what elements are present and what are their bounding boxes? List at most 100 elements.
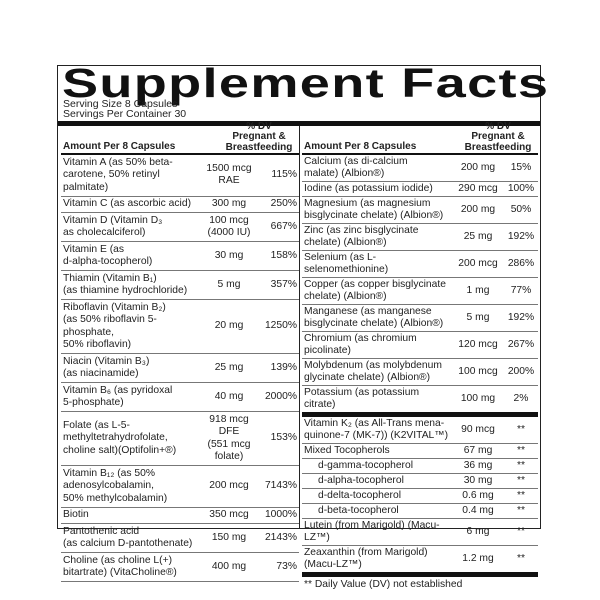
nutrient-row: Vitamin E (as d-alpha-tocopherol) 30 mg 15… (61, 242, 299, 271)
nutrient-row: Potassium (as potassium citrate) 100 mg 2% (302, 386, 538, 412)
nutrient-amount: 100 mg (460, 393, 496, 404)
nutrient-name: Selenium (as L-selenomethionine) (304, 252, 389, 275)
nutrient-row: Mixed Tocopherols 67 mg ** (302, 444, 538, 459)
nutrient-dv: ** (516, 526, 525, 537)
divider-bar (302, 572, 538, 577)
nutrient-name: Molybdenum (as molybdenum glycinate chel… (304, 360, 442, 383)
nutrient-row: Molybdenum (as molybdenum glycinate chel… (302, 359, 538, 386)
nutrient-row: Pantothenic acid (as calcium D-pantothen… (61, 524, 299, 553)
nutrient-amount: 200 mg (460, 162, 496, 173)
panel-title: Supplement Facts (62, 60, 550, 106)
nutrient-amount: 30 mg (214, 249, 244, 261)
nutrient-amount: 1500 mcg RAE (206, 162, 252, 187)
serving-size: Serving Size 8 Capsules (63, 98, 178, 110)
supplement-facts-panel: Supplement Facts Serving Size 8 Capsules… (57, 60, 548, 590)
nutrient-dv: 192% (507, 312, 535, 323)
nutrient-name: Vitamin A (as 50% beta- carotene, 50% re… (63, 156, 173, 193)
nutrient-row: Vitamin D (Vitamin D₃ as cholecalciferol… (61, 213, 299, 242)
left-nutrient-list: Vitamin A (as 50% beta- carotene, 50% re… (61, 155, 299, 582)
nutrient-amount: 200 mcg (209, 480, 249, 491)
nutrient-amount: 25 mg (214, 361, 244, 373)
nutrient-dv: 73% (276, 560, 297, 572)
nutrient-amount: 1.2 mg (462, 553, 494, 564)
nutrient-amount: 290 mcg (458, 183, 498, 194)
nutrient-row: Riboflavin (Vitamin B₂) (as 50% riboflav… (61, 300, 299, 354)
nutrient-name: Thiamin (Vitamin B₁) (as thiamine hydroc… (63, 272, 188, 297)
nutrient-dv: 2% (513, 393, 529, 404)
nutrient-dv: 250% (270, 198, 297, 209)
nutrient-dv: 1000% (264, 509, 297, 520)
nutrient-amount: 0.4 mg (462, 505, 494, 516)
nutrient-dv: 50% (510, 204, 532, 215)
nutrient-name: Riboflavin (Vitamin B₂) (as 50% riboflav… (63, 301, 166, 351)
servings-per-container: Servings Per Container 30 (63, 108, 187, 120)
nutrient-row: Zeaxanthin (from Marigold) (Macu-LZ™) 1.2… (302, 546, 538, 572)
nutrient-dv: ** (516, 505, 525, 516)
nutrient-amount: 200 mg (460, 204, 496, 215)
nutrient-name: Vitamin B₁₂ (as 50% adenosylcobalamin, 5… (63, 467, 168, 504)
nutrient-row: Selenium (as L-selenomethionine) 200 mcg 2… (302, 251, 538, 278)
nutrient-amount: 918 mcg DFE (551 mcg folate) (207, 413, 251, 463)
nutrient-row: Vitamin B₆ (as pyridoxal 5-phosphate) 40 … (61, 383, 299, 412)
nutrient-amount: 67 mg (463, 445, 493, 456)
nutrient-name: Vitamin K₂ (as All-Trans mena- quinone-7… (304, 418, 449, 441)
nutrient-row: Copper (as copper bisglycinate chelate) … (302, 278, 538, 305)
nutrient-name: Vitamin C (as ascorbic acid) (63, 198, 191, 209)
nutrient-row: Vitamin A (as 50% beta- carotene, 50% re… (61, 155, 299, 197)
nutrient-amount: 36 mg (463, 460, 493, 471)
nutrient-name: Niacin (Vitamin B₃) (as niacinamide) (63, 355, 150, 380)
left-column: Amount Per 8 Capsules % DV Pregnant & Br… (61, 121, 300, 582)
nutrient-amount: 120 mcg (458, 339, 498, 350)
nutrient-dv: ** (516, 490, 525, 501)
nutrient-name: Calcium (as di-calcium malate) (Albion®) (304, 156, 408, 179)
right-nutrient-list: Calcium (as di-calcium malate) (Albion®)… (302, 155, 538, 412)
nutrient-amount: 100 mcg (4000 IU) (207, 214, 251, 239)
nutrient-dv: ** (516, 475, 525, 486)
nutrient-amount: 350 mcg (209, 509, 249, 520)
nutrient-amount: 20 mg (214, 320, 244, 332)
nutrient-amount: 90 mcg (461, 424, 495, 435)
nutrient-dv: 267% (507, 339, 535, 350)
nutrient-dv: 139% (270, 361, 297, 373)
dv-header: % DV Pregnant & Breastfeeding (225, 120, 293, 153)
nutrient-row: Vitamin K₂ (as All-Trans mena- quinone-7… (302, 417, 538, 444)
nutrient-name: d-gamma-tocopherol (318, 460, 414, 471)
amount-header: Amount Per 8 Capsules (63, 140, 176, 152)
nutrient-amount: 100 mcg (458, 366, 498, 377)
nutrient-dv: 153% (270, 432, 297, 444)
nutrient-name: Lutein (from Marigold) (Macu-LZ™) (304, 520, 440, 543)
nutrient-name: Zeaxanthin (from Marigold) (Macu-LZ™) (304, 547, 428, 570)
nutrient-row: Vitamin C (as ascorbic acid) 300 mg 250% (61, 197, 299, 213)
nutrient-amount: 1 mg (466, 285, 490, 296)
nutrient-name: Magnesium (as magnesium bisglycinate che… (304, 198, 444, 221)
nutrient-name: d-delta-tocopherol (318, 490, 401, 501)
nutrient-amount: 200 mcg (458, 258, 498, 269)
column-header: Amount Per 8 Capsules % DV Pregnant & Br… (302, 121, 538, 155)
nutrient-dv: ** (516, 424, 525, 435)
nutrient-dv: 357% (270, 278, 297, 290)
nutrient-name: Pantothenic acid (as calcium D-pantothen… (63, 525, 193, 550)
nutrient-dv: 200% (507, 366, 535, 377)
nutrient-dv: 7143% (264, 480, 297, 491)
nutrient-row: Choline (as choline L(+) bitartrate) (Vi… (61, 553, 299, 582)
other-ingredient-list: Vitamin K₂ (as All-Trans mena- quinone-7… (302, 417, 538, 572)
nutrient-dv: 192% (507, 231, 535, 242)
nutrient-row: Lutein (from Marigold) (Macu-LZ™) 6 mg ** (302, 519, 538, 546)
nutrient-dv: 15% (510, 162, 532, 173)
nutrient-name: d-alpha-tocopherol (318, 475, 404, 486)
nutrient-row: Iodine (as potassium iodide) 290 mcg 100% (302, 182, 538, 197)
nutrient-name: Manganese (as manganese bisglycinate che… (304, 306, 444, 329)
nutrient-dv: ** (516, 445, 525, 456)
nutrient-amount: 0.6 mg (462, 490, 494, 501)
nutrient-row: d-alpha-tocopherol 30 mg ** (302, 474, 538, 489)
nutrient-dv: 115% (271, 169, 297, 180)
nutrient-amount: 300 mg (211, 198, 247, 209)
nutrient-dv: 77% (510, 285, 532, 296)
nutrient-row: Chromium (as chromium picolinate) 120 mcg… (302, 332, 538, 359)
nutrient-dv: ** (516, 460, 525, 471)
nutrient-amount: 6 mg (466, 526, 490, 537)
nutrient-dv: 2000% (264, 390, 297, 402)
nutrient-row: d-beta-tocopherol 0.4 mg ** (302, 504, 538, 519)
nutrient-name: Copper (as copper bisglycinate chelate) … (304, 279, 446, 302)
right-column: Amount Per 8 Capsules % DV Pregnant & Br… (302, 121, 538, 590)
